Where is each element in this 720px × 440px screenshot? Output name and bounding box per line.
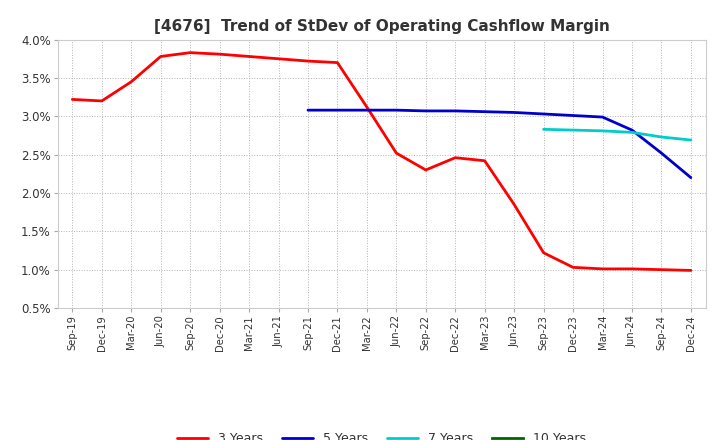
5 Years bbox=[421, 108, 430, 114]
3 Years bbox=[510, 202, 518, 207]
3 Years bbox=[687, 268, 696, 273]
3 Years bbox=[186, 50, 194, 55]
3 Years bbox=[480, 158, 489, 163]
3 Years bbox=[97, 98, 106, 103]
3 Years bbox=[245, 54, 253, 59]
3 Years bbox=[451, 155, 459, 160]
7 Years bbox=[687, 137, 696, 143]
3 Years bbox=[68, 97, 76, 102]
7 Years bbox=[569, 128, 577, 133]
5 Years bbox=[510, 110, 518, 115]
3 Years bbox=[127, 79, 135, 84]
5 Years bbox=[304, 107, 312, 113]
5 Years bbox=[687, 175, 696, 180]
3 Years bbox=[598, 266, 607, 271]
5 Years bbox=[569, 113, 577, 118]
3 Years bbox=[215, 51, 224, 57]
3 Years bbox=[333, 60, 342, 65]
5 Years bbox=[539, 111, 548, 117]
7 Years bbox=[657, 134, 666, 139]
5 Years bbox=[598, 114, 607, 120]
5 Years bbox=[363, 107, 372, 113]
3 Years bbox=[274, 56, 283, 62]
5 Years bbox=[392, 107, 400, 113]
Line: 7 Years: 7 Years bbox=[544, 129, 691, 140]
Line: 3 Years: 3 Years bbox=[72, 53, 691, 271]
Title: [4676]  Trend of StDev of Operating Cashflow Margin: [4676] Trend of StDev of Operating Cashf… bbox=[153, 19, 610, 34]
5 Years bbox=[480, 109, 489, 114]
5 Years bbox=[657, 150, 666, 156]
7 Years bbox=[539, 127, 548, 132]
3 Years bbox=[156, 54, 165, 59]
5 Years bbox=[628, 128, 636, 133]
5 Years bbox=[333, 107, 342, 113]
3 Years bbox=[304, 59, 312, 64]
3 Years bbox=[569, 265, 577, 270]
5 Years bbox=[451, 108, 459, 114]
7 Years bbox=[628, 130, 636, 135]
3 Years bbox=[421, 167, 430, 172]
3 Years bbox=[392, 150, 400, 156]
Legend: 3 Years, 5 Years, 7 Years, 10 Years: 3 Years, 5 Years, 7 Years, 10 Years bbox=[172, 427, 591, 440]
Line: 5 Years: 5 Years bbox=[308, 110, 691, 178]
3 Years bbox=[539, 250, 548, 256]
3 Years bbox=[628, 266, 636, 271]
7 Years bbox=[598, 128, 607, 133]
3 Years bbox=[363, 104, 372, 110]
3 Years bbox=[657, 267, 666, 272]
